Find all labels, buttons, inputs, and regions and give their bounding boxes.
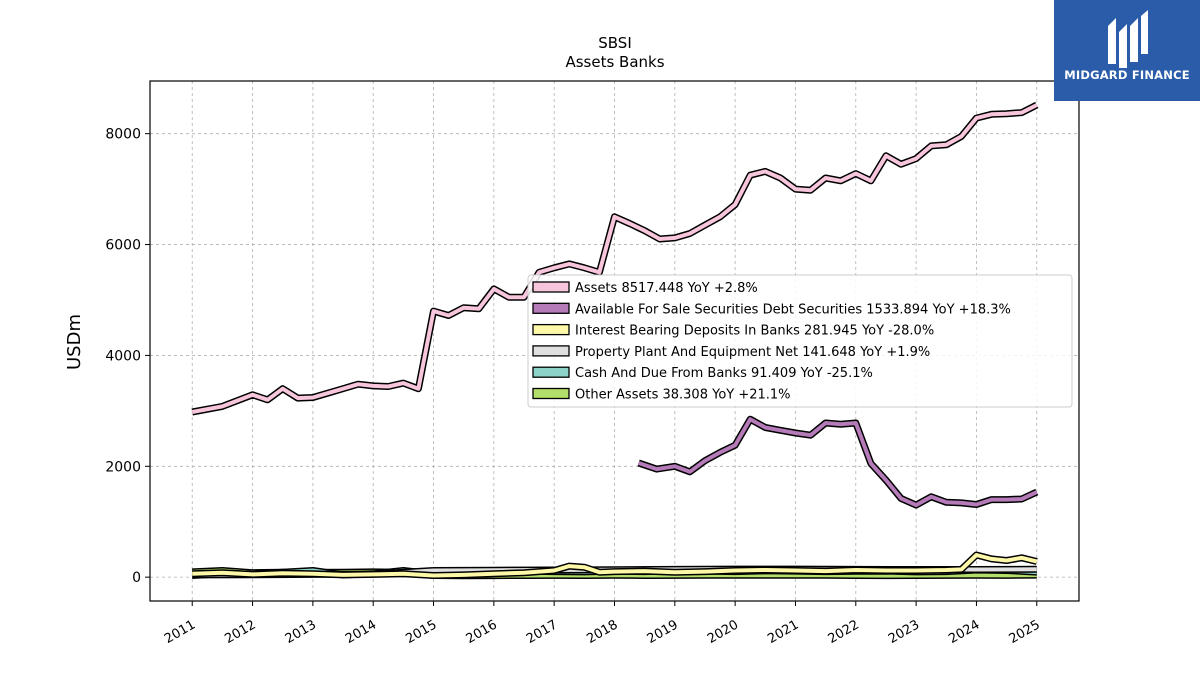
x-tick-label: 2024 bbox=[946, 617, 982, 647]
legend-swatch bbox=[532, 302, 570, 314]
x-tick-label: 2018 bbox=[584, 617, 620, 647]
x-tick-label: 2016 bbox=[464, 617, 500, 647]
x-tick-label: 2011 bbox=[162, 617, 198, 647]
x-tick-label: 2022 bbox=[826, 617, 862, 647]
legend-label: Interest Bearing Deposits In Banks 281.9… bbox=[575, 324, 934, 339]
legend-label: Cash And Due From Banks 91.409 YoY -25.1… bbox=[575, 366, 873, 381]
plot-frame bbox=[149, 80, 1080, 602]
y-axis-label: USDm bbox=[64, 314, 85, 370]
legend-box bbox=[527, 274, 1073, 408]
legend-swatch bbox=[532, 281, 570, 293]
y-tick-label: 0 bbox=[132, 570, 141, 586]
series-outline-available-for-sale-securities-debt-securities bbox=[637, 415, 1039, 509]
y-tick-label: 6000 bbox=[105, 238, 141, 254]
legend-swatch bbox=[532, 345, 570, 357]
x-tick-label: 2013 bbox=[283, 617, 319, 647]
legend-swatch bbox=[532, 387, 570, 400]
legend-swatch bbox=[532, 366, 570, 378]
chart-title: SBSI bbox=[598, 34, 632, 52]
y-tick-label: 8000 bbox=[105, 127, 141, 143]
x-tick-label: 2017 bbox=[524, 617, 560, 647]
x-tick-label: 2012 bbox=[222, 617, 258, 647]
midgard-m-logo-icon bbox=[1108, 10, 1148, 68]
x-tick-label: 2020 bbox=[705, 617, 741, 647]
legend-swatch bbox=[532, 323, 570, 336]
legend-label: Other Assets 38.308 YoY +21.1% bbox=[575, 388, 791, 403]
x-tick-label: 2025 bbox=[1007, 617, 1043, 647]
logo-text: MIDGARD FINANCE bbox=[1064, 68, 1190, 82]
y-tick-label: 4000 bbox=[105, 348, 141, 364]
legend-label: Property Plant And Equipment Net 141.648… bbox=[575, 345, 930, 360]
x-tick-label: 2015 bbox=[403, 617, 439, 647]
x-tick-label: 2014 bbox=[343, 617, 379, 647]
chart-subtitle: Assets Banks bbox=[565, 53, 664, 71]
legend-label: Available For Sale Securities Debt Secur… bbox=[575, 302, 1011, 317]
legend: Assets 8517.448 YoY +2.8% Available For S… bbox=[527, 274, 1073, 408]
series-lines bbox=[191, 101, 1039, 580]
series-line-assets bbox=[191, 103, 1038, 414]
midgard-finance-logo: MIDGARD FINANCE bbox=[1054, 0, 1200, 101]
y-tick-label: 2000 bbox=[105, 459, 141, 475]
x-tick-label: 2023 bbox=[886, 617, 922, 647]
legend-label: Assets 8517.448 YoY +2.8% bbox=[575, 281, 758, 296]
series-line-interest-bearing-deposits-in-banks bbox=[192, 553, 1038, 578]
x-tick-label: 2019 bbox=[645, 617, 681, 647]
x-tick-label: 2021 bbox=[765, 617, 801, 647]
series-line-available-for-sale-securities-debt-securities bbox=[637, 417, 1038, 508]
